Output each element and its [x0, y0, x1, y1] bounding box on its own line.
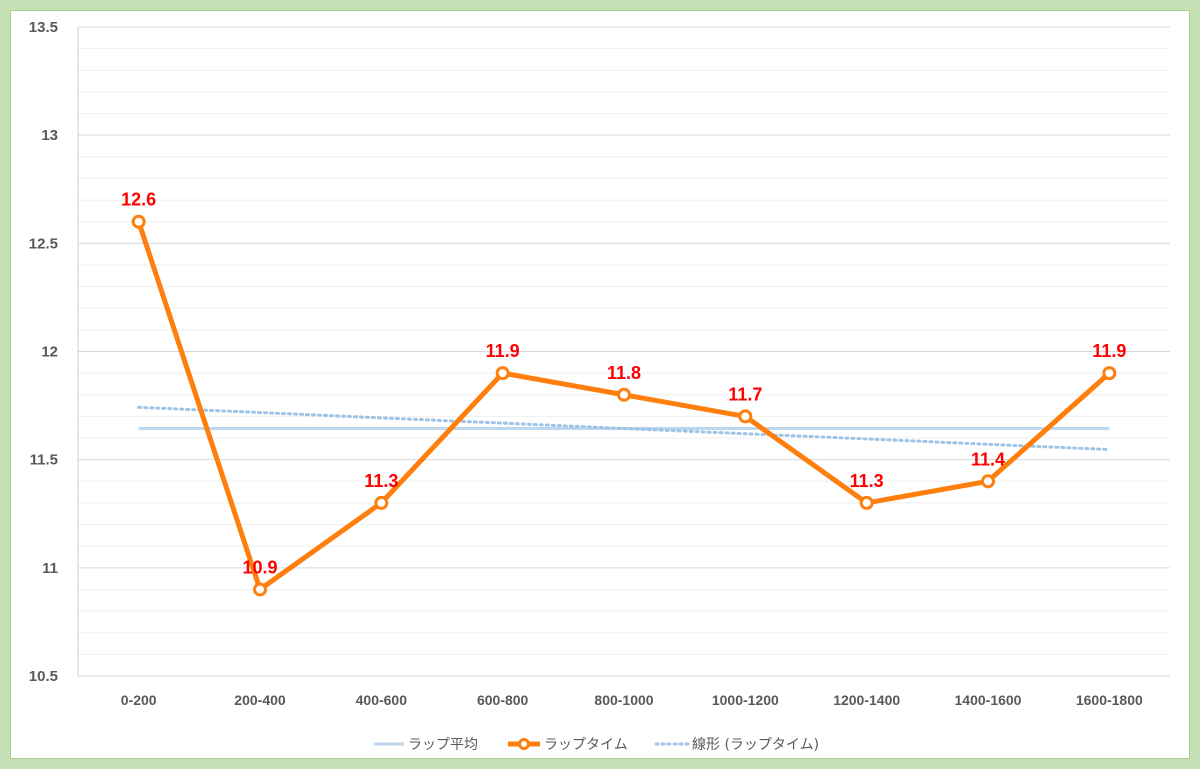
x-tick-label: 1400-1600 — [955, 692, 1022, 708]
y-axis-tick-labels: 10.5 11 11.5 12 12.5 13 13.5 — [29, 19, 58, 685]
data-point — [981, 474, 995, 489]
x-axis-tick-labels: 0-200 200-400 400-600 600-800 800-1000 1000-1… — [121, 692, 1143, 708]
y-tick-label: 11 — [42, 560, 58, 577]
data-point — [859, 495, 874, 510]
data-label: 11.7 — [728, 384, 762, 404]
x-tick-label: 400-600 — [356, 692, 408, 708]
legend-label-trend: 線形 (ラップタイム) — [692, 737, 819, 753]
data-label: 10.9 — [242, 557, 277, 577]
data-point — [131, 214, 146, 229]
legend-marker-lap-time — [518, 738, 530, 750]
legend: ラップ平均 ラップタイム 線形 (ラップタイム) — [374, 737, 819, 753]
y-tick-label: 12 — [41, 344, 58, 361]
x-tick-label: 600-800 — [477, 692, 529, 708]
data-labels: 12.6 10.9 11.3 11.9 11.8 11.7 11.3 11.4 11.9 — [121, 190, 1126, 578]
data-point — [495, 366, 510, 381]
y-tick-label: 13 — [41, 127, 58, 144]
legend-label-average: ラップ平均 — [408, 737, 478, 753]
data-point — [374, 495, 389, 510]
x-tick-label: 800-1000 — [594, 692, 653, 708]
gridlines — [78, 26, 1170, 677]
data-label: 11.3 — [364, 471, 398, 491]
x-tick-label: 1200-1400 — [833, 692, 900, 708]
data-label: 12.6 — [121, 190, 156, 210]
x-tick-label: 0-200 — [121, 692, 157, 708]
y-tick-label: 11.5 — [30, 452, 58, 469]
y-tick-label: 13.5 — [29, 19, 58, 36]
series-line-trend — [137, 405, 1111, 451]
x-tick-label: 1000-1200 — [712, 692, 779, 708]
data-label: 11.8 — [607, 363, 641, 383]
x-tick-label: 200-400 — [234, 692, 286, 708]
series — [131, 214, 1117, 597]
data-label: 11.9 — [1092, 341, 1126, 361]
data-label: 11.9 — [486, 341, 520, 361]
y-tick-label: 10.5 — [29, 668, 58, 685]
data-point — [1102, 366, 1117, 381]
series-line-lap-time — [136, 220, 1111, 592]
data-label: 11.4 — [971, 449, 1005, 469]
x-tick-label: 1600-1800 — [1076, 692, 1143, 708]
data-point — [617, 387, 631, 402]
data-point — [738, 409, 753, 424]
y-tick-label: 12.5 — [29, 235, 58, 252]
legend-label-lap-time: ラップタイム — [544, 737, 628, 753]
data-label: 11.3 — [850, 471, 884, 491]
data-point — [253, 582, 267, 597]
